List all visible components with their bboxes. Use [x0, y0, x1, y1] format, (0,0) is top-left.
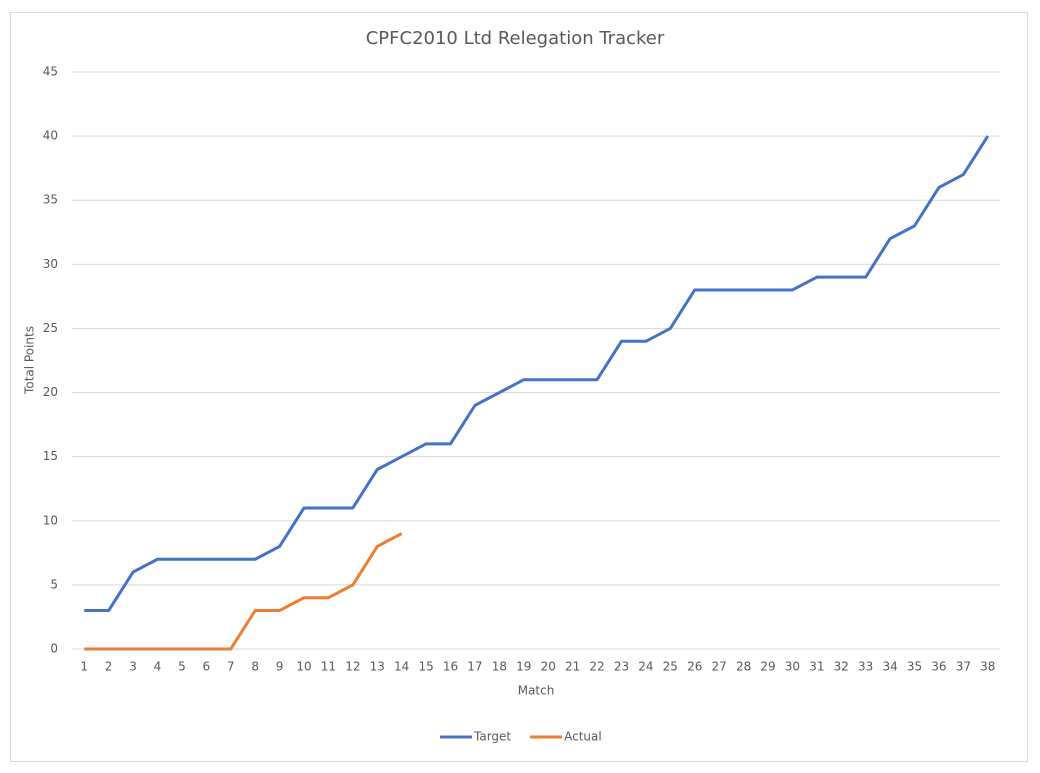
series-line	[84, 135, 990, 613]
x-tick-label: 14	[394, 660, 409, 674]
y-tick-label: 40	[43, 129, 58, 143]
x-tick-label: 17	[467, 660, 482, 674]
x-tick-label: 25	[663, 660, 678, 674]
x-tick-label: 4	[154, 660, 162, 674]
x-tick-label: 34	[882, 660, 897, 674]
x-tick-label: 6	[202, 660, 210, 674]
x-tick-label: 21	[565, 660, 580, 674]
x-tick-label: 32	[834, 660, 849, 674]
x-tick-label: 16	[443, 660, 458, 674]
x-tick-label: 38	[980, 660, 995, 674]
y-axis-title: Total Points	[23, 326, 37, 395]
x-tick-label: 36	[931, 660, 946, 674]
x-tick-label: 20	[541, 660, 556, 674]
y-tick-label: 35	[43, 193, 58, 207]
chart-border	[10, 12, 1028, 762]
x-tick-label: 12	[345, 660, 360, 674]
x-tick-label: 7	[227, 660, 235, 674]
x-tick-label: 15	[418, 660, 433, 674]
x-tick-label: 3	[129, 660, 137, 674]
x-tick-label: 1	[80, 660, 88, 674]
y-tick-label: 20	[43, 385, 58, 399]
x-axis-title: Match	[518, 684, 555, 698]
x-tick-label: 5	[178, 660, 186, 674]
x-tick-label: 24	[638, 660, 653, 674]
x-tick-label: 19	[516, 660, 531, 674]
x-tick-label: 22	[589, 660, 604, 674]
series-line	[84, 532, 403, 651]
y-tick-label: 15	[43, 449, 58, 463]
y-tick-label: 45	[43, 65, 58, 79]
x-tick-label: 9	[276, 660, 284, 674]
legend-label: Target	[473, 730, 511, 744]
y-tick-label: 5	[50, 577, 58, 591]
x-tick-label: 30	[785, 660, 800, 674]
y-tick-label: 30	[43, 257, 58, 271]
legend-label: Actual	[564, 730, 602, 744]
x-tick-label: 11	[321, 660, 336, 674]
x-tick-label: 29	[760, 660, 775, 674]
x-tick-label: 23	[614, 660, 629, 674]
x-tick-label: 8	[251, 660, 259, 674]
x-tick-label: 27	[712, 660, 727, 674]
x-tick-label: 31	[809, 660, 824, 674]
x-tick-label: 2	[105, 660, 113, 674]
x-tick-label: 26	[687, 660, 702, 674]
y-tick-label: 25	[43, 321, 58, 335]
x-tick-label: 10	[296, 660, 311, 674]
x-tick-label: 18	[492, 660, 507, 674]
x-tick-label: 37	[956, 660, 971, 674]
x-tick-label: 28	[736, 660, 751, 674]
x-tick-label: 35	[907, 660, 922, 674]
x-tick-label: 33	[858, 660, 873, 674]
chart-title: CPFC2010 Ltd Relegation Tracker	[366, 28, 665, 49]
y-tick-label: 0	[50, 642, 58, 656]
y-tick-label: 10	[43, 513, 58, 527]
x-tick-label: 13	[370, 660, 385, 674]
